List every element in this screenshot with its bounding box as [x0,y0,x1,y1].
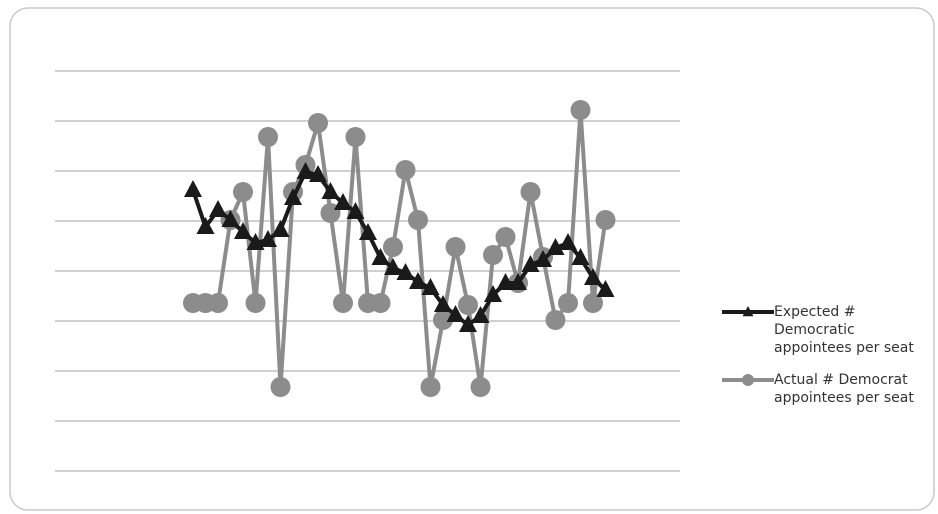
marker [284,188,302,205]
legend-entry: Actual # Democrat appointees per seat [722,371,937,407]
marker [196,217,215,234]
marker [420,377,441,397]
marker [234,222,252,239]
marker [334,193,352,210]
marker [408,210,428,230]
marker [546,238,565,255]
marker [496,273,515,290]
marker [570,100,591,120]
marker [583,293,603,313]
marker [383,237,403,257]
marker [371,248,390,265]
marker [471,306,490,323]
legend-label: Actual # Democrat appointees per seat [774,372,914,406]
marker [396,263,415,280]
marker [221,210,240,227]
marker [571,248,590,265]
marker [384,258,402,275]
marker [520,182,541,202]
marker [558,293,578,313]
marker [370,293,391,313]
marker [271,220,290,237]
chart-frame [9,7,935,511]
marker [495,227,516,247]
marker [509,273,527,290]
legend-entry: Expected # Democratic appointees per sea… [722,303,937,357]
marker [545,310,566,330]
marker [208,293,228,313]
marker [259,230,277,247]
marker [359,223,377,240]
marker [458,295,478,315]
marker [521,255,540,272]
marker [470,377,491,397]
marker [742,306,754,317]
marker [534,250,552,267]
marker [421,278,440,295]
marker [433,310,453,330]
marker [483,245,503,265]
marker [445,237,466,257]
marker [184,180,202,197]
marker [209,200,227,217]
marker [409,272,427,289]
marker [321,182,340,199]
marker [345,127,366,147]
marker [595,210,616,230]
marker [742,374,754,386]
marker [308,113,328,133]
marker [559,233,577,250]
marker [484,285,502,302]
marker [446,305,465,322]
marker [245,293,266,313]
marker [459,315,477,332]
marker [333,293,353,313]
marker [434,295,452,312]
series-line [193,108,608,389]
marker [395,160,416,180]
marker [584,268,602,285]
marker [309,165,327,182]
marker [258,127,278,147]
legend-label: Expected # Democratic appointees per sea… [774,304,914,356]
legend-icon [722,306,774,317]
marker [270,377,291,397]
marker [346,202,365,219]
marker [596,280,615,297]
marker [233,182,253,202]
marker [296,162,315,179]
legend-icon [722,374,774,386]
